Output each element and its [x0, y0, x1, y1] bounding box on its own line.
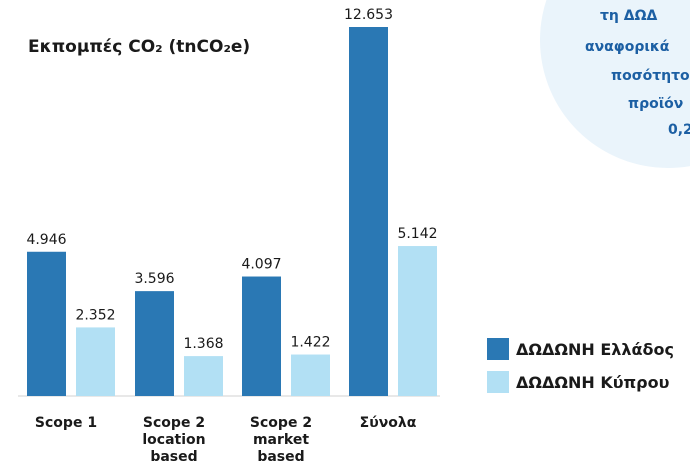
x-tick-label: based [150, 449, 197, 465]
x-tick-label: market [253, 432, 309, 448]
x-tick-label: location [142, 432, 205, 448]
legend-label: ΔΩΔΩΝΗ Ελλάδος [516, 340, 674, 359]
bar [398, 246, 437, 396]
value-label: 2.352 [75, 307, 115, 323]
value-label: 4.946 [26, 232, 66, 248]
bar [76, 327, 115, 396]
value-label: 5.142 [397, 226, 437, 242]
bar [135, 291, 174, 396]
bar [27, 251, 66, 396]
x-tick-label: Scope 2 [250, 415, 312, 431]
value-label: 1.368 [183, 336, 223, 352]
annotation-text: αναφορικά [585, 39, 670, 55]
legend-swatch [487, 371, 509, 393]
annotation-text: ποσότητο [611, 68, 690, 84]
annotation-text: 0,2 [668, 122, 690, 138]
value-label: 1.422 [290, 335, 330, 351]
bar [184, 356, 223, 396]
bar [291, 354, 330, 396]
x-tick-label: Scope 1 [35, 415, 97, 431]
bar [242, 276, 281, 396]
x-tick-label: based [257, 449, 304, 465]
bar [349, 27, 388, 396]
chart-title: Εκπομπές CO₂ (tnCO₂e) [28, 37, 250, 57]
callout-circle [540, 0, 690, 168]
x-tick-label: Σύνολα [360, 415, 417, 431]
value-label: 4.097 [241, 257, 281, 273]
legend-label: ΔΩΔΩΝΗ Κύπρου [516, 373, 670, 392]
value-label: 12.653 [344, 7, 393, 23]
value-label: 3.596 [134, 271, 174, 287]
annotation-text: τη ΔΩΔ [600, 8, 658, 24]
annotation-text: προϊόν [628, 96, 683, 112]
legend-swatch [487, 338, 509, 360]
x-tick-label: Scope 2 [143, 415, 205, 431]
